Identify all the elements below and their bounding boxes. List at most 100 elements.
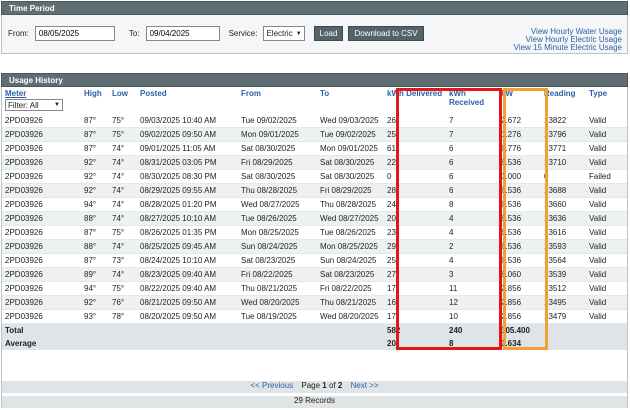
cell-kw: 6.536 [498,155,541,170]
cell-from: Sat 08/23/2025 [238,253,317,268]
cell-kw: 6.536 [498,225,541,240]
cell-low: 74° [109,211,137,226]
pagination: << Previous Page 1 of 2 Next >> [2,381,627,393]
cell-posted: 08/31/2025 03:05 PM [137,155,238,170]
reading-header[interactable]: Reading [541,87,586,114]
cell-from: Tue 08/26/2025 [238,211,317,226]
cell-high: 88° [81,211,109,226]
cell-reading: 13822 [541,114,586,128]
cell-reading: 13479 [541,309,586,324]
download-csv-button[interactable]: Download to CSV [348,26,424,41]
cell-meter: 2PD03926 [2,197,81,212]
cell-kw: 6.536 [498,211,541,226]
kw-header[interactable]: kW [498,87,541,114]
kwh-delivered-header[interactable]: kWh Delivered [384,87,446,114]
high-header[interactable]: High [81,87,109,114]
cell-from: Sat 08/30/2025 [238,141,317,156]
cell-high: 89° [81,267,109,282]
low-header[interactable]: Low [109,87,137,114]
cell-low: 73° [109,253,137,268]
total-pages: 2 [337,381,343,390]
cell-to: Wed 09/03/2025 [317,114,384,128]
cell-from: Thu 08/21/2025 [238,281,317,296]
cell-to: Sat 08/23/2025 [317,267,384,282]
cell-kwh-received: 7 [446,127,498,142]
table-row: 2PD03926 93° 78° 08/20/2025 09:50 AM Tue 08/… [2,309,627,324]
to-header[interactable]: To [317,87,384,114]
cell-posted: 08/25/2025 09:45 AM [137,239,238,254]
cell-type: Valid [586,295,627,310]
table-row: 2PD03926 88° 74° 08/27/2025 10:10 AM Tue 08/… [2,211,627,226]
hourly-water-link[interactable]: View Hourly Water Usage [530,27,622,36]
usage-history-header: Usage History [1,73,628,87]
type-header[interactable]: Type [586,87,627,114]
cell-from: Wed 08/20/2025 [238,295,317,310]
cell-from: Thu 08/28/2025 [238,183,317,198]
next-page-link[interactable]: Next >> [350,381,379,390]
cell-meter: 2PD03926 [2,239,81,254]
from-header[interactable]: From [238,87,317,114]
cell-meter: 2PD03926 [2,253,81,268]
cell-type: Valid [586,141,627,156]
cell-kw: 6.536 [498,183,541,198]
cell-type: Valid [586,183,627,198]
cell-posted: 09/01/2025 11:05 AM [137,141,238,156]
cell-from: Sun 08/24/2025 [238,239,317,254]
hourly-electric-link[interactable]: View Hourly Electric Usage [525,35,622,44]
total-row: Total 582 240 105.400 [2,323,627,337]
cell-type: Valid [586,225,627,240]
cell-to: Tue 09/02/2025 [317,127,384,142]
cell-kwh-received: 10 [446,309,498,324]
usage-table: Meter Filter: All ▼ High Low Posted From… [2,87,627,350]
cell-meter: 2PD03926 [2,309,81,324]
cell-kw: 6.536 [498,197,541,212]
cell-low: 74° [109,141,137,156]
cell-reading: 13771 [541,141,586,156]
cell-high: 87° [81,253,109,268]
cell-high: 94° [81,197,109,212]
cell-high: 92° [81,183,109,198]
cell-kw: 6.536 [498,239,541,254]
cell-kwh-received: 11 [446,281,498,296]
kwh-received-header[interactable]: kWh Received [446,87,498,114]
cell-meter: 2PD03926 [2,155,81,170]
cell-type: Valid [586,155,627,170]
cell-low: 74° [109,239,137,254]
usage-history-panel: Usage History Meter Filter: All ▼ High L… [1,73,628,408]
average-kw: 3.634 [498,337,541,350]
cell-high: 87° [81,141,109,156]
cell-low: 75° [109,127,137,142]
previous-page-link[interactable]: << Previous [250,381,294,390]
cell-kw: 2.856 [498,281,541,296]
cell-kw: 6.060 [498,267,541,282]
cell-to: Mon 08/25/2025 [317,239,384,254]
meter-header-label[interactable]: Meter [5,89,27,98]
meter-filter-select[interactable]: Filter: All ▼ [5,99,63,111]
table-row: 2PD03926 87° 75° 08/26/2025 01:35 PM Mon 08/… [2,225,627,240]
cell-reading: 13495 [541,295,586,310]
service-select[interactable]: Electric ▼ [263,26,305,41]
cell-from: Tue 09/02/2025 [238,114,317,128]
time-period-panel: Time Period From: To: Service: Electric … [1,1,628,54]
cell-posted: 08/27/2025 10:10 AM [137,211,238,226]
cell-kwh-delivered: 17 [384,281,446,296]
15-minute-electric-link[interactable]: View 15 Minute Electric Usage [513,43,622,52]
from-date-input[interactable] [34,26,115,41]
cell-kwh-received: 4 [446,211,498,226]
cell-high: 92° [81,169,109,184]
cell-to: Sat 08/30/2025 [317,169,384,184]
cell-kwh-received: 8 [446,197,498,212]
load-button[interactable]: Load [313,26,344,41]
cell-posted: 08/30/2025 08:30 PM [137,169,238,184]
cell-high: 88° [81,239,109,254]
cell-low: 75° [109,114,137,128]
cell-high: 87° [81,127,109,142]
cell-kwh-delivered: 0 [384,169,446,184]
cell-low: 76° [109,295,137,310]
cell-kwh-delivered: 22 [384,155,446,170]
of-text: of [328,381,336,390]
to-date-input[interactable] [145,26,220,41]
cell-meter: 2PD03926 [2,211,81,226]
posted-header[interactable]: Posted [137,87,238,114]
total-label: Total [2,323,81,337]
